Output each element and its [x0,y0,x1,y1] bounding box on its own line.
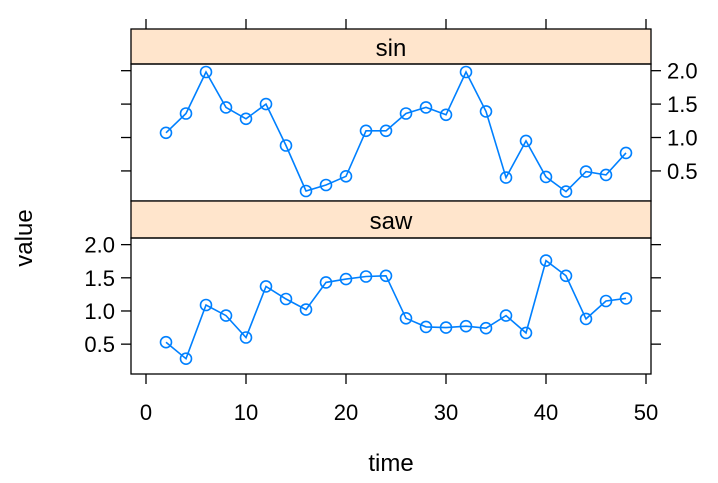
x-tick-label: 0 [140,400,152,425]
data-point-saw [519,326,533,340]
data-point-saw [199,298,213,312]
data-point-sin [579,165,593,178]
data-point-saw [159,335,173,349]
x-tick-label: 20 [334,400,358,425]
data-point-sin [239,112,253,126]
data-point-sin [619,146,633,160]
x-tick-label: 10 [234,400,258,425]
data-point-sin [559,185,573,198]
x-tick-label: 50 [634,400,658,425]
data-point-sin [219,101,233,114]
strip-label-saw: saw [370,208,413,235]
data-point-saw [559,269,573,283]
data-point-sin [199,65,213,79]
data-point-saw [279,292,293,306]
data-point-saw [339,272,353,286]
x-axis-title: time [368,450,413,477]
x-tick-label: 30 [434,400,458,425]
data-point-saw [459,319,473,333]
data-point-sin [279,139,293,152]
data-point-saw [399,311,413,325]
data-point-sin [519,134,533,148]
data-point-sin [479,105,493,118]
y-tick-label-saw: 1.0 [84,299,115,324]
data-point-sin [419,101,433,114]
strip-label-sin: sin [376,35,407,62]
data-point-saw [219,309,233,322]
data-point-sin [319,178,333,192]
series-line-saw [165,259,627,361]
data-point-sin [159,126,173,140]
data-point-sin [439,108,453,122]
data-point-saw [319,276,333,289]
data-layer-sin [159,65,633,198]
data-point-sin [259,97,273,111]
data-point-saw [499,309,513,322]
data-point-sin [399,107,413,120]
y-tick-label-sin: 1.5 [667,92,698,117]
data-point-sin [459,65,473,79]
data-point-saw [259,280,273,293]
data-point-sin [339,170,353,183]
data-point-saw [419,320,433,334]
panel-saw: saw [130,200,652,375]
data-point-sin [499,171,513,184]
y-tick-label-sin: 2.0 [667,59,698,84]
data-point-saw [379,269,393,283]
x-tick-label: 40 [534,400,558,425]
data-point-saw [619,292,633,305]
data-point-saw [539,254,553,267]
y-tick-label-sin: 1.0 [667,126,698,151]
y-tick-label-saw: 2.0 [84,233,115,258]
data-point-sin [599,168,613,182]
series-line-sin [165,70,627,193]
data-point-saw [599,294,613,308]
data-point-sin [539,170,553,184]
data-point-saw [239,331,253,344]
data-point-sin [299,184,313,198]
y-tick-label-saw: 0.5 [84,332,115,357]
data-point-saw [479,321,493,335]
data-point-sin [359,124,373,138]
data-point-saw [299,303,313,316]
data-point-saw [579,312,593,326]
panel-frame-saw [130,237,652,375]
data-point-saw [359,270,373,283]
axes: 0 10 20 30 40 50 0.5 1.0 1.5 2.0 0.5 1.0 1.5 2.0 [84,19,698,425]
strip-saw [130,200,652,239]
panel-sin: sin [130,28,652,202]
y-tick-label-saw: 1.5 [84,266,115,291]
y-axis-title: value [11,209,38,266]
data-point-sin [179,107,193,120]
data-point-saw [179,352,193,366]
data-point-saw [439,321,453,334]
y-tick-label-sin: 0.5 [667,159,698,184]
data-layer-saw [159,254,633,366]
strip-sin [130,28,652,65]
data-point-sin [379,124,393,138]
